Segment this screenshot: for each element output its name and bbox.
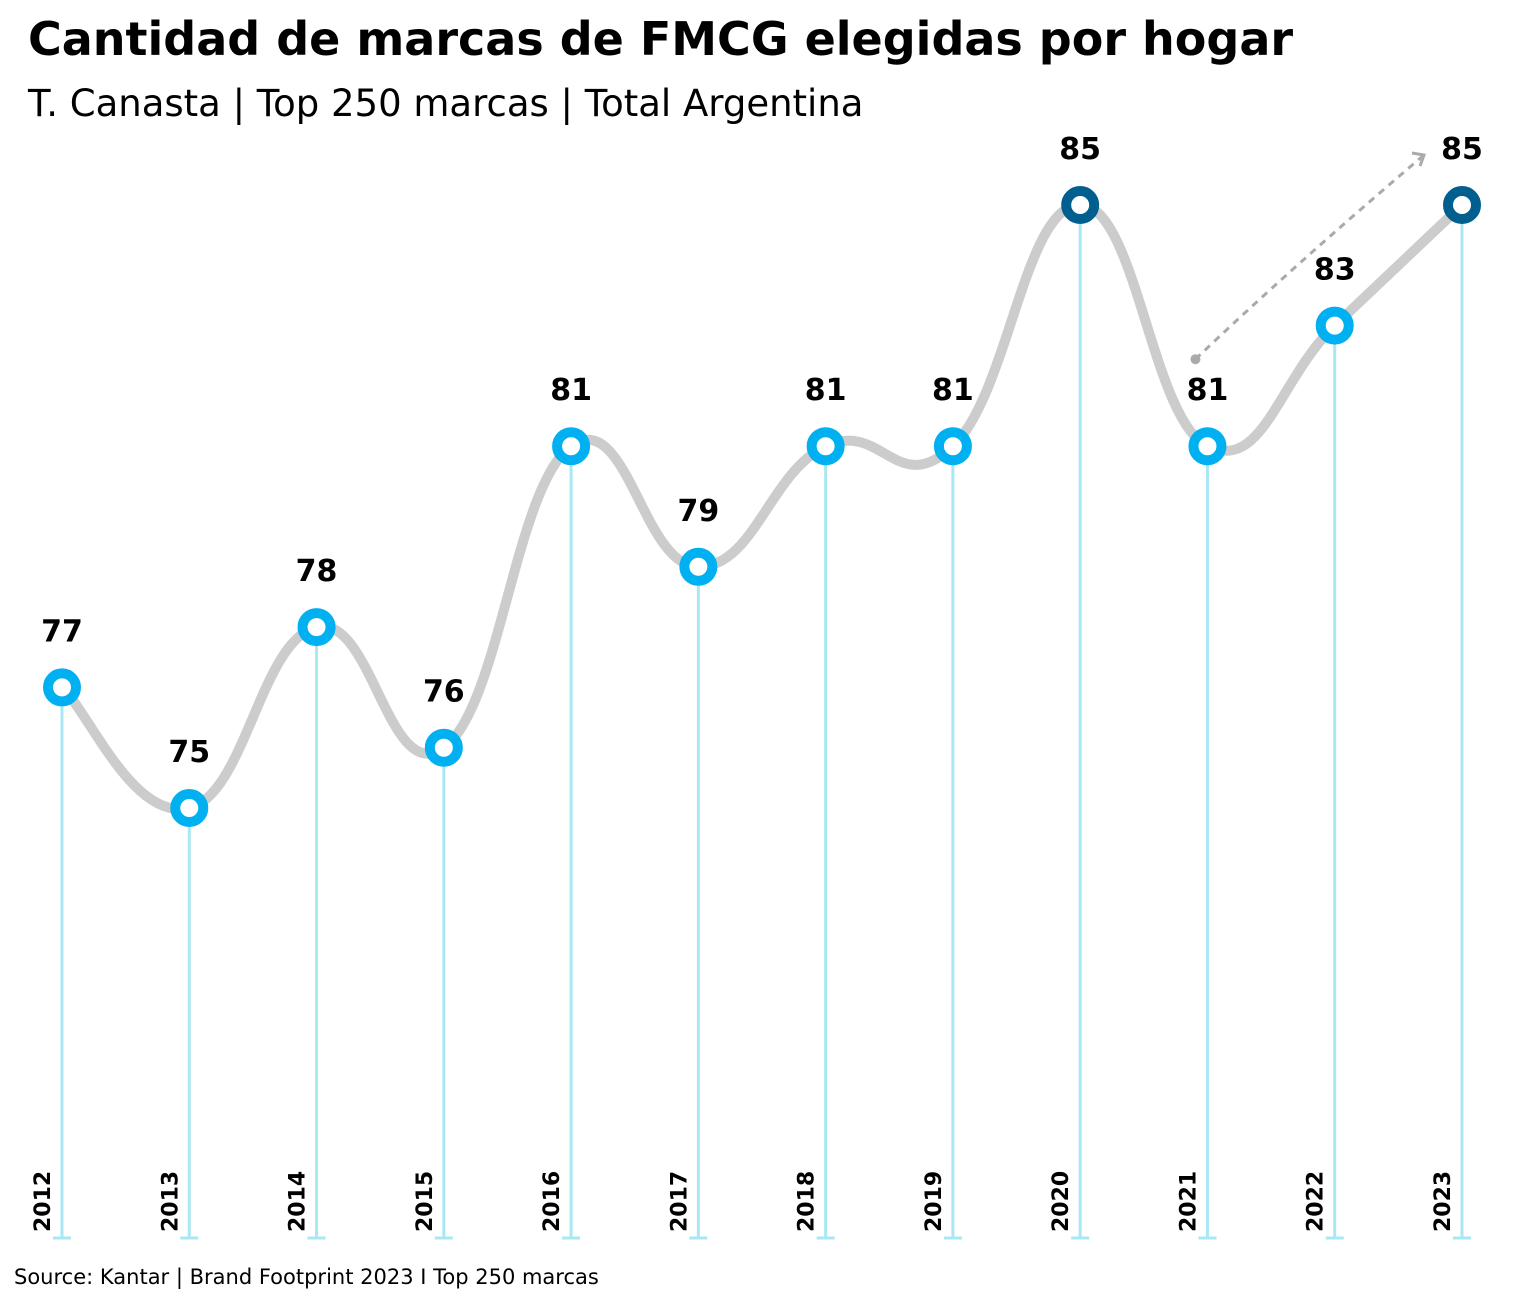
- value-label-2019: 81: [932, 373, 974, 408]
- trend-arrow-line: [1194, 153, 1425, 361]
- trend-arrow-head: [1411, 151, 1427, 167]
- value-label-2018: 81: [805, 373, 847, 408]
- trend-arrow-layer: [1190, 151, 1427, 365]
- point-2018: [806, 427, 845, 466]
- line-layer: [57, 199, 1467, 815]
- point-2019: [933, 427, 972, 466]
- year-label-2021: 2021: [1176, 1171, 1201, 1232]
- markers-layer: [43, 186, 1481, 827]
- value-label-2016: 81: [550, 373, 592, 408]
- point-2022: [1315, 306, 1354, 345]
- point-2023: [1443, 186, 1481, 224]
- source-note: Source: Kantar | Brand Footprint 2023 I …: [14, 1265, 599, 1289]
- value-label-2017: 79: [677, 494, 719, 529]
- value-label-2012: 77: [41, 614, 83, 649]
- point-2016: [552, 427, 591, 466]
- year-label-2012: 2012: [31, 1171, 56, 1232]
- value-label-2013: 75: [168, 735, 210, 770]
- year-label-2023: 2023: [1431, 1171, 1456, 1232]
- point-2014: [297, 608, 336, 647]
- value-label-2014: 78: [296, 554, 338, 589]
- year-label-2015: 2015: [413, 1171, 438, 1232]
- point-2012: [43, 668, 81, 707]
- value-label-2020: 85: [1059, 132, 1101, 167]
- year-labels-layer: 2012 2013 2014 2015 2016 2017 2018 2019 2020 2021…: [31, 1171, 1456, 1232]
- trend-arrow-start-dot: [1190, 354, 1201, 365]
- series-line: [57, 199, 1467, 815]
- value-label-2022: 83: [1314, 253, 1356, 288]
- point-2015: [424, 728, 463, 767]
- year-label-2017: 2017: [667, 1171, 692, 1232]
- year-label-2020: 2020: [1049, 1171, 1074, 1232]
- year-label-2016: 2016: [540, 1171, 565, 1232]
- year-label-2013: 2013: [158, 1171, 183, 1232]
- point-2017: [679, 547, 718, 586]
- value-label-2021: 81: [1187, 373, 1229, 408]
- value-label-2015: 76: [423, 675, 465, 710]
- year-label-2019: 2019: [922, 1171, 947, 1232]
- chart-title: Cantidad de marcas de FMCG elegidas por …: [28, 12, 1294, 66]
- stems-layer: [53, 205, 1471, 1240]
- year-label-2018: 2018: [795, 1171, 820, 1232]
- point-2020: [1061, 186, 1100, 224]
- value-label-2023: 85: [1441, 132, 1483, 167]
- point-2013: [170, 789, 209, 827]
- year-label-2014: 2014: [286, 1171, 311, 1232]
- chart-subtitle: T. Canasta | Top 250 marcas | Total Arge…: [28, 82, 864, 125]
- value-labels-layer: 77 75 78 76 81 79 81 81 85 81 83 85: [41, 132, 1483, 770]
- point-2021: [1188, 427, 1227, 466]
- year-label-2022: 2022: [1304, 1171, 1329, 1232]
